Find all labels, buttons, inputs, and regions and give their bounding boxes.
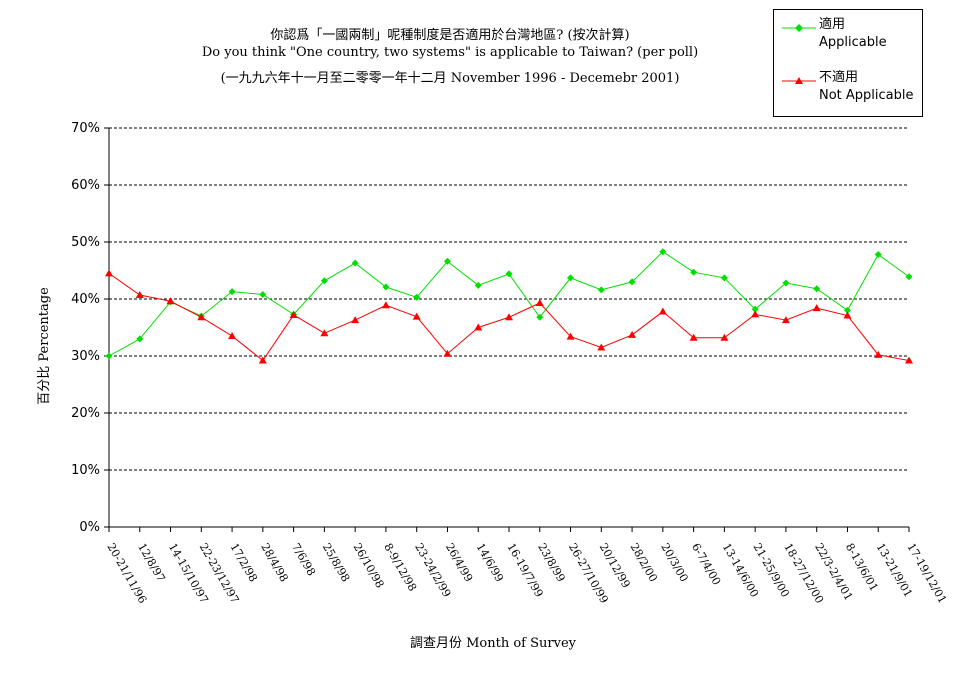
y-tick-label: 40%	[71, 292, 100, 307]
x-tick-labels: 20-21/11/9612/8/9714-15/10/9722-23/12/97…	[104, 541, 949, 606]
chart-legend: 適用 Applicable 不適用 Not Applicable	[773, 9, 923, 117]
series-line	[108, 251, 910, 357]
data-point	[382, 283, 390, 291]
data-point	[505, 313, 513, 321]
data-point	[781, 316, 790, 324]
data-point	[443, 349, 452, 357]
data-point	[567, 274, 575, 282]
data-point	[105, 352, 113, 360]
legend-marker-applicable	[782, 24, 816, 32]
data-point	[782, 279, 790, 287]
data-point	[258, 356, 267, 364]
data-point	[874, 350, 883, 358]
data-point	[259, 290, 267, 298]
y-tick-label: 50%	[71, 235, 100, 250]
series-layer	[105, 248, 913, 364]
x-tick-label: 17-19/12/01	[904, 541, 949, 606]
x-tick-label: 7/6/98	[289, 541, 318, 578]
data-point	[228, 288, 236, 296]
chart-title: 你認爲「一國兩制」呢種制度是否適用於台灣地區? (按次計算)	[270, 28, 630, 43]
data-point	[628, 330, 637, 338]
data-point	[628, 278, 636, 286]
data-point	[474, 281, 482, 289]
legend-label-not-applicable-zh: 不適用	[819, 70, 859, 85]
x-tick-label: 23/8/99	[535, 541, 567, 584]
data-point	[381, 301, 390, 309]
grid-lines	[109, 127, 909, 471]
data-point	[659, 248, 667, 256]
y-tick-label: 0%	[79, 520, 100, 535]
data-point	[597, 343, 606, 351]
data-point	[536, 313, 544, 321]
data-point	[812, 304, 821, 312]
data-point	[351, 259, 359, 267]
y-tick-label: 10%	[71, 463, 100, 478]
legend-label-applicable: 適用 Applicable	[819, 16, 887, 52]
x-tick-label: 17/2/98	[227, 541, 259, 584]
legend-entry-not-applicable: 不適用 Not Applicable	[774, 69, 922, 113]
data-point	[720, 333, 729, 341]
data-point	[751, 310, 760, 318]
data-point	[320, 329, 329, 337]
x-tick-label: 28/4/98	[258, 541, 290, 584]
data-point	[597, 286, 605, 294]
data-point	[197, 313, 206, 321]
data-point	[690, 268, 698, 276]
data-point	[689, 333, 698, 341]
x-tick-label: 26/4/99	[443, 541, 475, 584]
legend-marker-not-applicable	[782, 77, 816, 84]
legend-label-not-applicable: 不適用 Not Applicable	[819, 69, 914, 105]
y-axis-label: 百分比 Percentage	[37, 287, 52, 405]
data-point	[105, 269, 113, 277]
data-point	[813, 285, 821, 293]
y-tick-label: 30%	[71, 349, 100, 364]
x-tick-label: 14/6/99	[474, 541, 506, 584]
data-point	[135, 291, 144, 299]
data-point	[720, 274, 728, 282]
data-point	[658, 307, 667, 315]
data-point	[320, 277, 328, 285]
legend-label-applicable-zh: 適用	[819, 17, 846, 32]
data-point	[751, 305, 759, 313]
data-point	[412, 312, 421, 320]
y-tick-label: 70%	[71, 121, 100, 136]
data-point	[905, 273, 913, 281]
axes	[104, 127, 910, 532]
data-point	[136, 335, 144, 343]
data-point	[535, 298, 544, 306]
data-point	[443, 257, 451, 265]
y-tick-label: 20%	[71, 406, 100, 421]
y-tick-label: 60%	[71, 178, 100, 193]
x-tick-label: 12/8/97	[135, 541, 167, 584]
data-point	[843, 311, 852, 319]
data-point	[874, 251, 882, 259]
data-point	[228, 332, 237, 340]
data-point	[505, 270, 513, 278]
data-point	[905, 356, 913, 364]
series-not-applicable	[105, 269, 913, 364]
legend-label-not-applicable-en: Not Applicable	[819, 88, 914, 103]
data-point	[289, 310, 298, 318]
y-tick-labels: 0% 10% 20% 30% 40% 50% 60% 70%	[71, 121, 100, 535]
data-point	[566, 332, 575, 340]
legend-entry-applicable: 適用 Applicable	[774, 16, 922, 60]
data-point	[413, 293, 421, 301]
data-point	[351, 316, 360, 324]
data-point	[166, 297, 175, 305]
data-point	[474, 323, 483, 331]
chart-subtitle: Do you think "One country, two systems" …	[201, 45, 699, 60]
legend-label-applicable-en: Applicable	[819, 35, 887, 50]
x-tick-label: 20/3/00	[658, 541, 690, 584]
x-tick-label: 28/2/00	[627, 541, 659, 584]
chart-subtitle-period: (一九九六年十一月至二零零一年十二月 November 1996 - Decem…	[220, 71, 680, 86]
x-tick-label: 25/8/98	[320, 541, 352, 584]
x-tick-label: 6-7/4/00	[689, 541, 723, 587]
x-tick-label: 26/10/98	[351, 541, 387, 590]
data-point	[843, 306, 851, 314]
x-axis-label: 調查月份 Month of Survey	[410, 636, 577, 651]
series-applicable	[105, 248, 913, 360]
